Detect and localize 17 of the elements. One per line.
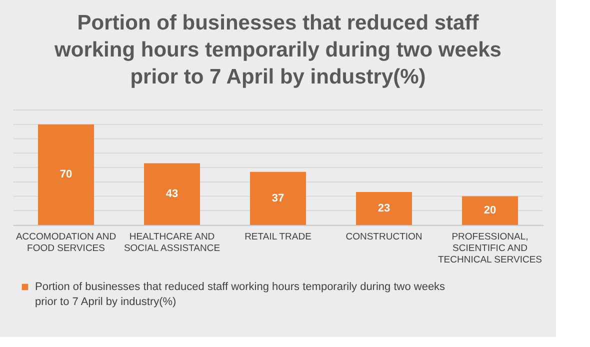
x-tick-label: PROFESSIONAL, SCIENTIFIC AND TECHNICAL SERVICES: [438, 232, 542, 266]
bar: [356, 192, 412, 225]
chart-title: Portion of businesses that reduced staff working hours temporarily during two weeks prior to 7 April by industry(%): [54, 12, 502, 88]
data-label: 70: [60, 168, 72, 181]
bar: [38, 124, 94, 225]
data-label: 37: [272, 192, 284, 204]
data-label: 20: [484, 204, 496, 217]
bar: [144, 163, 200, 225]
bar: [462, 196, 518, 225]
bar: [250, 172, 306, 225]
data-label: 43: [166, 188, 178, 200]
x-tick-label: RETAIL TRADE: [244, 232, 312, 242]
x-tick-label: HEALTHCARE AND SOCIAL ASSISTANCE: [124, 232, 220, 254]
x-tick-label: CONSTRUCTION: [346, 232, 422, 242]
x-tick-label: ACCOMODATION AND FOOD SERVICES: [16, 232, 116, 254]
legend-label: Portion of businesses that reduced staff working hours temporarily during two weeks prior to 7 April by industry(%): [35, 281, 446, 308]
data-label: 23: [378, 202, 390, 214]
